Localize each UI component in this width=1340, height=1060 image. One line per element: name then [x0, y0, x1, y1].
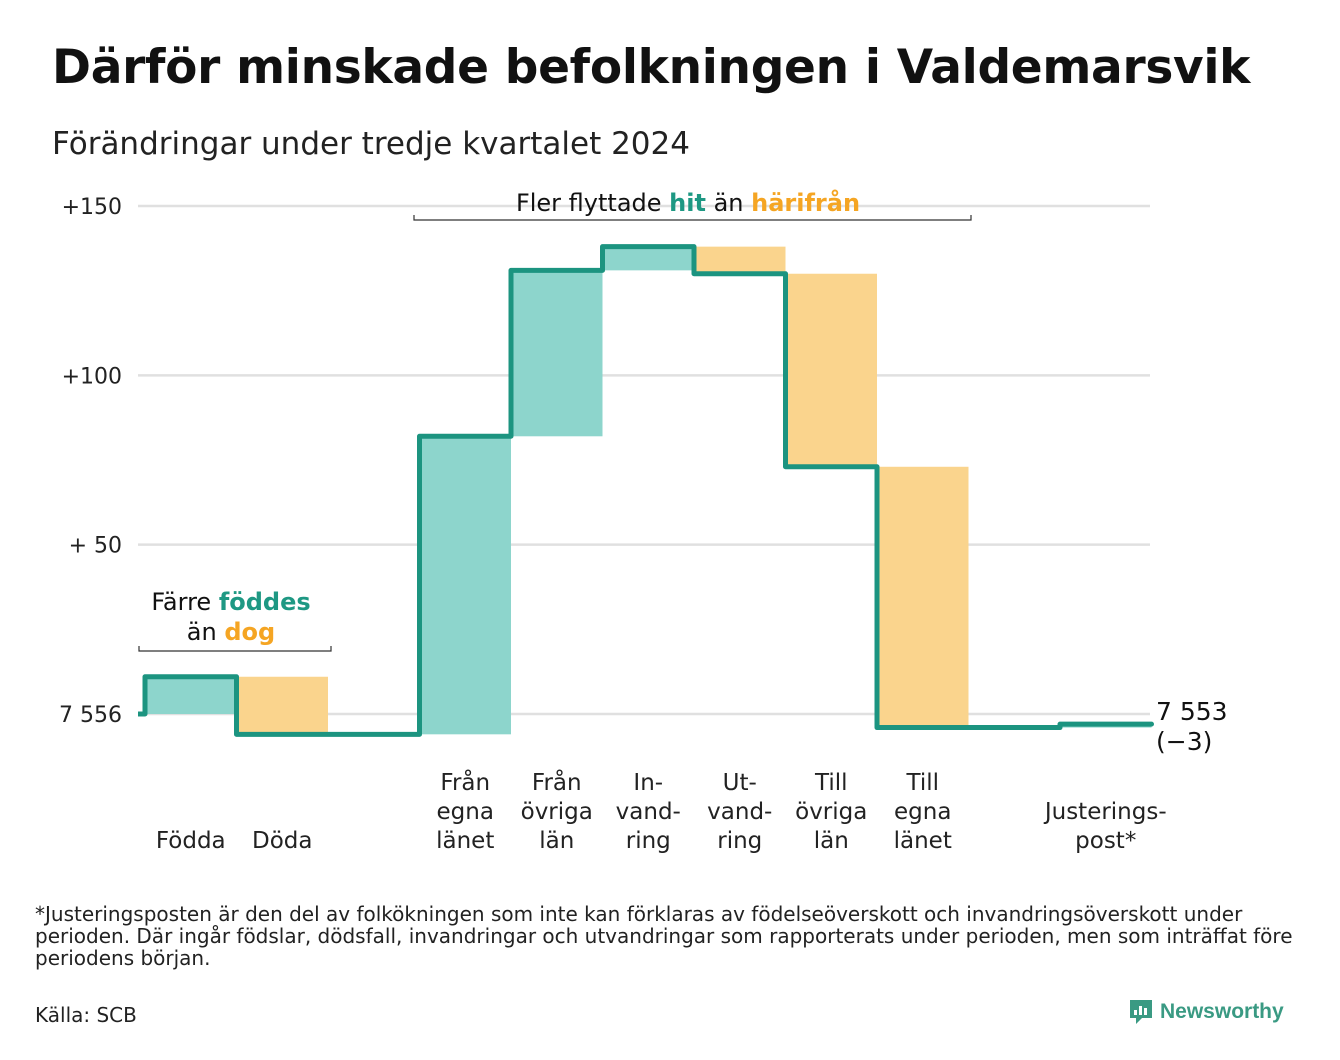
brand-logo: Newsworthy: [1128, 998, 1284, 1026]
source-note: Källa: SCB: [35, 1003, 137, 1027]
x-category-label: Till: [814, 770, 848, 796]
footnote: *Justeringsposten är den del av folkökni…: [35, 902, 1293, 970]
x-category-label: övriga: [521, 799, 593, 825]
annotation-text: än dog: [187, 618, 275, 646]
bar: [145, 676, 237, 714]
newsworthy-logo-icon: [1130, 1000, 1152, 1024]
bar: [602, 246, 694, 271]
annotation-segment: Fler flyttade: [516, 189, 669, 217]
x-category-label: länet: [436, 828, 494, 854]
cumulative-step-line: [138, 244, 1154, 737]
x-category-label: Från: [440, 768, 490, 796]
bar: [694, 246, 786, 274]
annotation-segment: hit: [669, 189, 706, 217]
x-category-label: vand-: [707, 799, 772, 825]
annotation-segment: än: [187, 618, 225, 646]
x-category-label: Döda: [252, 828, 312, 854]
x-category-label: post*: [1075, 828, 1136, 854]
end-value-label: 7 553: [1156, 697, 1228, 726]
bar: [236, 676, 328, 735]
annotation-text: Färre föddes: [151, 588, 310, 616]
x-category-label: ring: [626, 828, 671, 854]
x-category-label: länet: [894, 828, 952, 854]
end-value-label: (−3): [1156, 727, 1212, 756]
annotation-segment: föddes: [219, 588, 311, 616]
x-category-label: vand-: [616, 799, 681, 825]
x-category-label: Födda: [156, 828, 226, 854]
bar: [785, 273, 877, 467]
bar: [419, 436, 511, 735]
x-category-label: Ut-: [723, 770, 757, 796]
y-tick-label: +150: [62, 195, 122, 220]
chart-subtitle: Förändringar under tredje kvartalet 2024: [52, 126, 690, 162]
annotation-bracket: [413, 215, 972, 221]
bar: [511, 270, 603, 437]
x-category-label: övriga: [795, 799, 867, 825]
y-tick-label: + 50: [69, 534, 122, 559]
annotation-segment: Färre: [151, 588, 219, 616]
x-category-label: Till: [905, 770, 939, 796]
chart-title: Därför minskade befolkningen i Valdemars…: [52, 40, 1251, 95]
waterfall-chart: 7 556 + 50 +100 +150 Födda Döda Från egna länet…: [59, 188, 1228, 854]
y-tick-label: +100: [62, 364, 122, 389]
x-category-label: ring: [717, 828, 762, 854]
x-category-label: Justerings-: [1043, 799, 1167, 825]
x-category-label: län: [539, 828, 574, 854]
annotation-text: Fler flyttade hit än härifrån: [516, 188, 860, 217]
y-tick-label: 7 556: [59, 703, 122, 728]
annotation-bracket: [138, 646, 332, 652]
annotation-segment: dog: [224, 618, 275, 646]
annotation-segment: härifrån: [751, 188, 860, 217]
x-category-label: län: [814, 828, 849, 854]
bar: [877, 466, 969, 728]
x-category-label: egna: [894, 799, 951, 825]
x-category-label: egna: [437, 799, 494, 825]
brand-name: Newsworthy: [1160, 1000, 1284, 1023]
annotation-segment: än: [706, 189, 751, 217]
x-category-label: Från: [532, 768, 582, 796]
x-category-label: In-: [633, 770, 663, 796]
